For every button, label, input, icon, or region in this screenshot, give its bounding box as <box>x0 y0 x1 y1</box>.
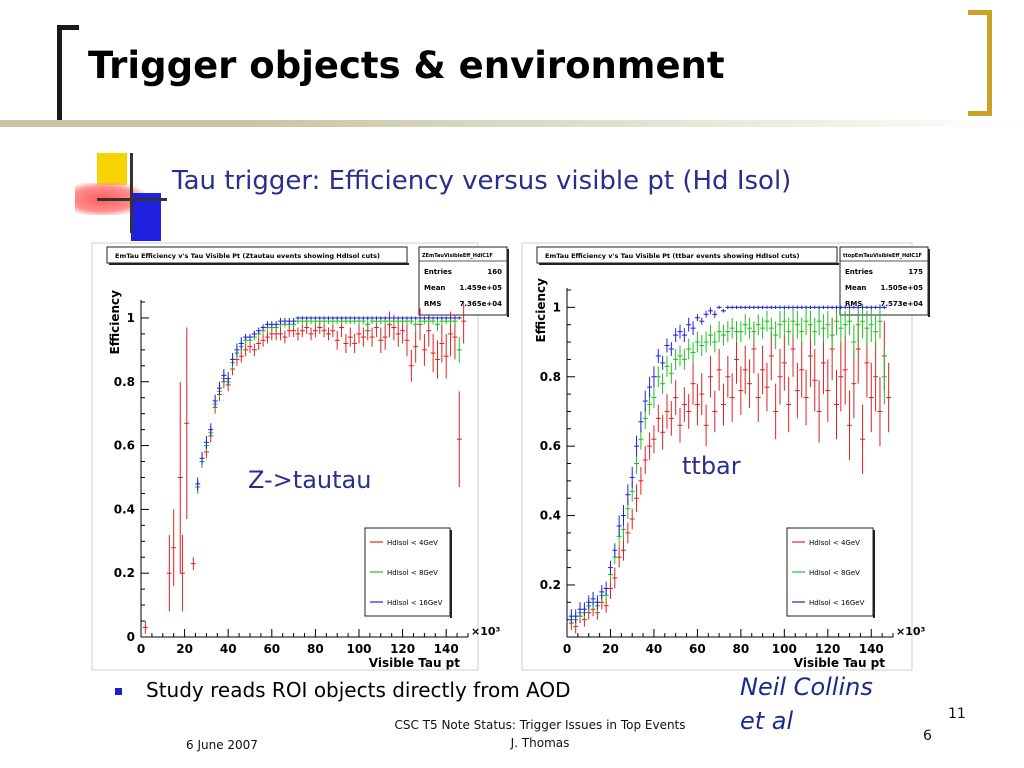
stats-label: RMS <box>845 300 862 308</box>
y-tick-label: 0.2 <box>540 578 561 592</box>
x-tick-label: 60 <box>689 642 706 656</box>
stats-name: ttopEmTauVisibleEff_HdlC1F <box>843 253 922 259</box>
x-axis-label: Visible Tau pt <box>369 656 461 670</box>
stats-value: 1.505e+05 <box>881 284 924 292</box>
stats-name: ZEmTauVisibleEff_HdlC1F <box>422 253 493 259</box>
bullet-text: Study reads ROI objects directly from AO… <box>146 678 571 702</box>
x-axis-label: Visible Tau pt <box>794 656 886 670</box>
title-underline <box>0 120 1024 127</box>
logo-blue-square <box>131 193 161 241</box>
plot-annotation: ttbar <box>682 452 741 480</box>
y-axis-label: Efficiency <box>534 278 548 343</box>
x-tick-label: 20 <box>176 642 193 656</box>
x-tick-label: 120 <box>390 642 415 656</box>
legend-box-shadow <box>873 530 875 618</box>
plot-header-shadow <box>109 263 409 265</box>
y-tick-label: 0.4 <box>540 509 561 523</box>
legend-box-shadow <box>450 530 452 618</box>
plot-header-text: EmTau Efficiency v's Tau Visible Pt (Zta… <box>115 252 380 260</box>
stats-label: Entries <box>424 268 452 276</box>
y-tick-label: 1 <box>553 300 561 314</box>
right-bracket-decoration <box>968 10 992 116</box>
legend-label: HdIsol < 16GeV <box>809 599 865 607</box>
credit-author: Neil Collins <box>740 673 873 701</box>
y-tick-label: 0.2 <box>114 566 135 580</box>
footer-center: CSC T5 Note Status: Trigger Issues in To… <box>340 716 740 752</box>
x-tick-label: 40 <box>220 642 237 656</box>
x-tick-label: 40 <box>646 642 663 656</box>
footer-author: J. Thomas <box>510 736 570 750</box>
stats-value: 1.459e+05 <box>460 284 503 292</box>
page-number: 6 <box>923 728 932 744</box>
bullet-marker <box>115 688 122 695</box>
stats-label: Mean <box>845 284 866 292</box>
logo-horizontal-line <box>97 198 167 201</box>
y-tick-label: 0.8 <box>114 375 135 389</box>
legend-label: HdIsol < 4GeV <box>809 539 860 547</box>
y-axis-label: Efficiency <box>108 290 122 355</box>
stats-box <box>839 246 929 316</box>
legend-label: HdIsol < 4GeV <box>387 539 438 547</box>
stats-label: RMS <box>424 300 441 308</box>
logo-yellow-square <box>97 153 127 185</box>
legend-label: HdIsol < 8GeV <box>809 569 860 577</box>
stats-box-shadow <box>507 249 509 317</box>
stats-label: Entries <box>845 268 873 276</box>
x-tick-label: 0 <box>563 642 571 656</box>
x-exponent-label: ×10³ <box>471 625 501 638</box>
x-exponent-label: ×10³ <box>896 625 926 638</box>
x-tick-label: 140 <box>434 642 459 656</box>
y-tick-label: 0.8 <box>540 370 561 384</box>
legend-label: HdIsol < 8GeV <box>387 569 438 577</box>
stats-box-shadow <box>928 249 930 317</box>
x-tick-label: 80 <box>307 642 324 656</box>
stats-value: 160 <box>487 268 502 276</box>
plot-header-text: EmTau Efficiency v's Tau Visible Pt (ttb… <box>545 252 800 260</box>
stats-value: 7.365e+04 <box>460 300 503 308</box>
y-tick-label: 0.6 <box>540 439 561 453</box>
plot-annotation: Z->tautau <box>248 466 371 494</box>
y-tick-label: 1 <box>127 311 135 325</box>
footer-date: 6 June 2007 <box>186 738 258 752</box>
x-tick-label: 0 <box>137 642 145 656</box>
x-tick-label: 120 <box>815 642 840 656</box>
y-tick-label: 0 <box>127 630 135 644</box>
slide-title: Trigger objects & environment <box>88 44 725 87</box>
stats-label: Mean <box>424 284 445 292</box>
plot-header-shadow <box>539 263 839 265</box>
embedded-slide-title: Tau trigger: Efficiency versus visible p… <box>172 166 792 196</box>
x-tick-label: 20 <box>602 642 619 656</box>
x-tick-label: 60 <box>263 642 280 656</box>
legend-label: HdIsol < 16GeV <box>387 599 443 607</box>
stats-value: 175 <box>908 268 923 276</box>
logo-vertical-line <box>130 153 133 233</box>
footer-title: CSC T5 Note Status: Trigger Issues in To… <box>394 718 686 732</box>
credit-et-al: et al <box>740 707 794 735</box>
stats-value: 7.573e+04 <box>881 300 924 308</box>
stray-page-mark: 11 <box>948 706 966 722</box>
x-tick-label: 100 <box>772 642 797 656</box>
x-tick-label: 100 <box>346 642 371 656</box>
y-tick-label: 0.4 <box>114 502 135 516</box>
y-tick-label: 0.6 <box>114 439 135 453</box>
x-tick-label: 80 <box>733 642 750 656</box>
x-tick-label: 140 <box>859 642 884 656</box>
